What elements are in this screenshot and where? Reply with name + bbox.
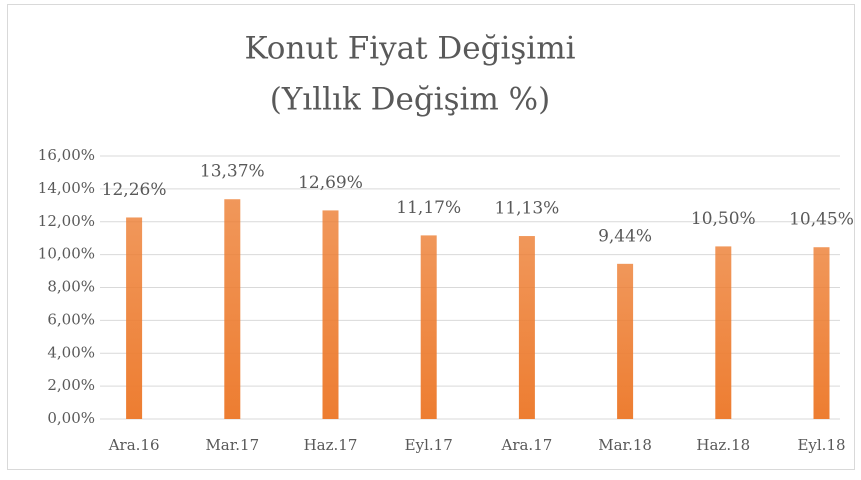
- y-tick-label: 4,00%: [47, 343, 95, 361]
- data-label: 10,50%: [691, 209, 756, 229]
- x-tick-label: Haz.18: [696, 436, 750, 454]
- x-tick-label: Mar.17: [205, 436, 259, 454]
- y-tick-label: 14,00%: [38, 179, 95, 197]
- x-tick-label: Mar.18: [598, 436, 652, 454]
- bar: [420, 235, 437, 419]
- data-label: 11,17%: [396, 198, 461, 218]
- data-label: 11,13%: [494, 199, 559, 219]
- data-label: 12,69%: [298, 173, 363, 193]
- y-tick-label: 6,00%: [47, 310, 95, 328]
- chart-title: Konut Fiyat Değişimi: [244, 31, 575, 67]
- y-tick-label: 16,00%: [38, 146, 95, 164]
- x-tick-label: Eyl.17: [405, 436, 453, 454]
- bar: [224, 199, 241, 419]
- bar: [126, 217, 143, 419]
- x-tick-label: Ara.17: [500, 436, 552, 454]
- bar: [813, 247, 830, 419]
- bar: [518, 236, 535, 419]
- data-label: 13,37%: [200, 162, 265, 182]
- data-label: 9,44%: [598, 226, 652, 246]
- data-label: 12,26%: [102, 180, 167, 200]
- bar: [617, 263, 634, 419]
- x-tick-label: Ara.16: [108, 436, 160, 454]
- chart-title: (Yıllık Değişim %): [270, 82, 550, 118]
- y-tick-label: 12,00%: [38, 212, 95, 230]
- y-tick-label: 2,00%: [47, 376, 95, 394]
- x-tick-label: Eyl.18: [797, 436, 845, 454]
- y-tick-label: 0,00%: [47, 409, 95, 427]
- y-tick-label: 8,00%: [47, 278, 95, 296]
- x-tick-label: Haz.17: [304, 436, 358, 454]
- y-tick-label: 10,00%: [38, 245, 95, 263]
- data-label: 10,45%: [789, 210, 854, 230]
- bar: [322, 210, 339, 419]
- bar: [715, 246, 732, 419]
